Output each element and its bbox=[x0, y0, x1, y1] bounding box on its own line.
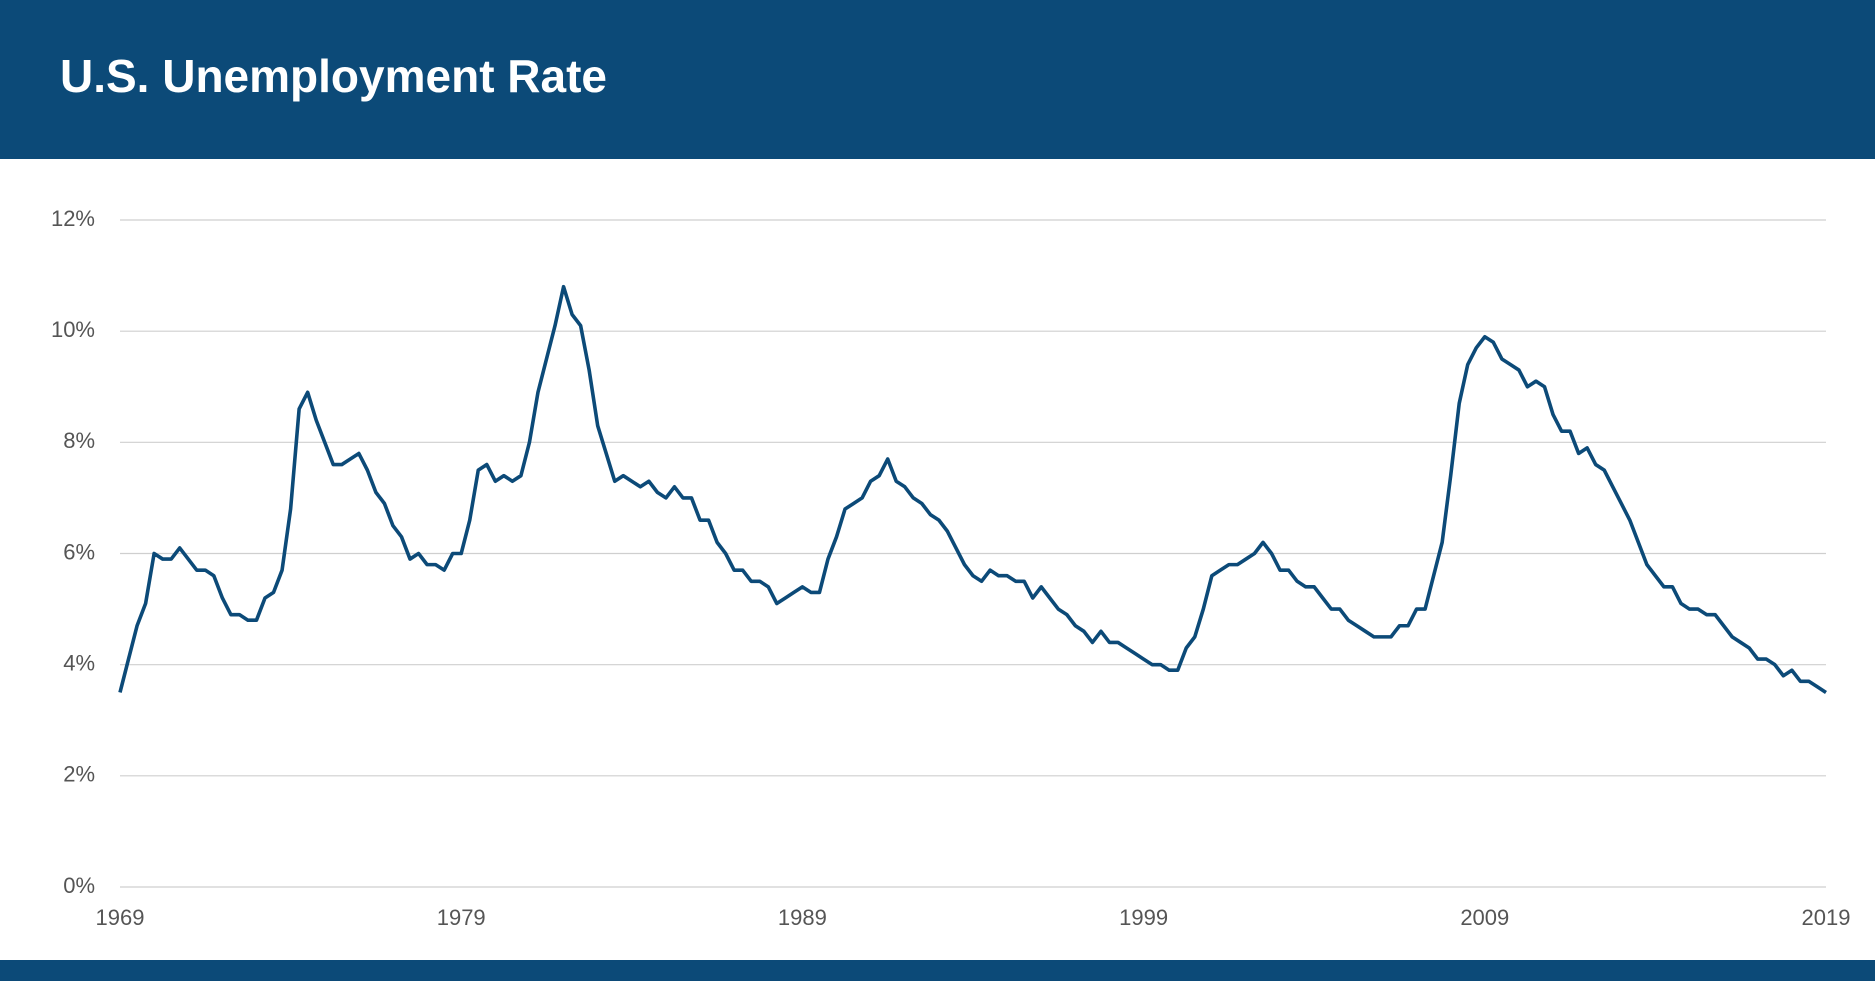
x-tick-label: 1969 bbox=[96, 905, 145, 930]
y-tick-label: 0% bbox=[63, 873, 95, 898]
x-tick-label: 1999 bbox=[1119, 905, 1168, 930]
y-tick-label: 10% bbox=[51, 317, 95, 342]
y-tick-label: 4% bbox=[63, 650, 95, 675]
footer-bar bbox=[0, 960, 1875, 981]
chart-title: U.S. Unemployment Rate bbox=[60, 50, 607, 102]
y-tick-label: 6% bbox=[63, 539, 95, 564]
x-tick-label: 2009 bbox=[1460, 905, 1509, 930]
x-tick-label: 2019 bbox=[1802, 905, 1851, 930]
x-tick-label: 1979 bbox=[437, 905, 486, 930]
y-tick-label: 2% bbox=[63, 762, 95, 787]
x-tick-label: 1989 bbox=[778, 905, 827, 930]
y-tick-label: 8% bbox=[63, 428, 95, 453]
header-bar bbox=[0, 0, 1875, 159]
y-tick-label: 12% bbox=[51, 206, 95, 231]
data-line bbox=[118, 284, 1827, 694]
